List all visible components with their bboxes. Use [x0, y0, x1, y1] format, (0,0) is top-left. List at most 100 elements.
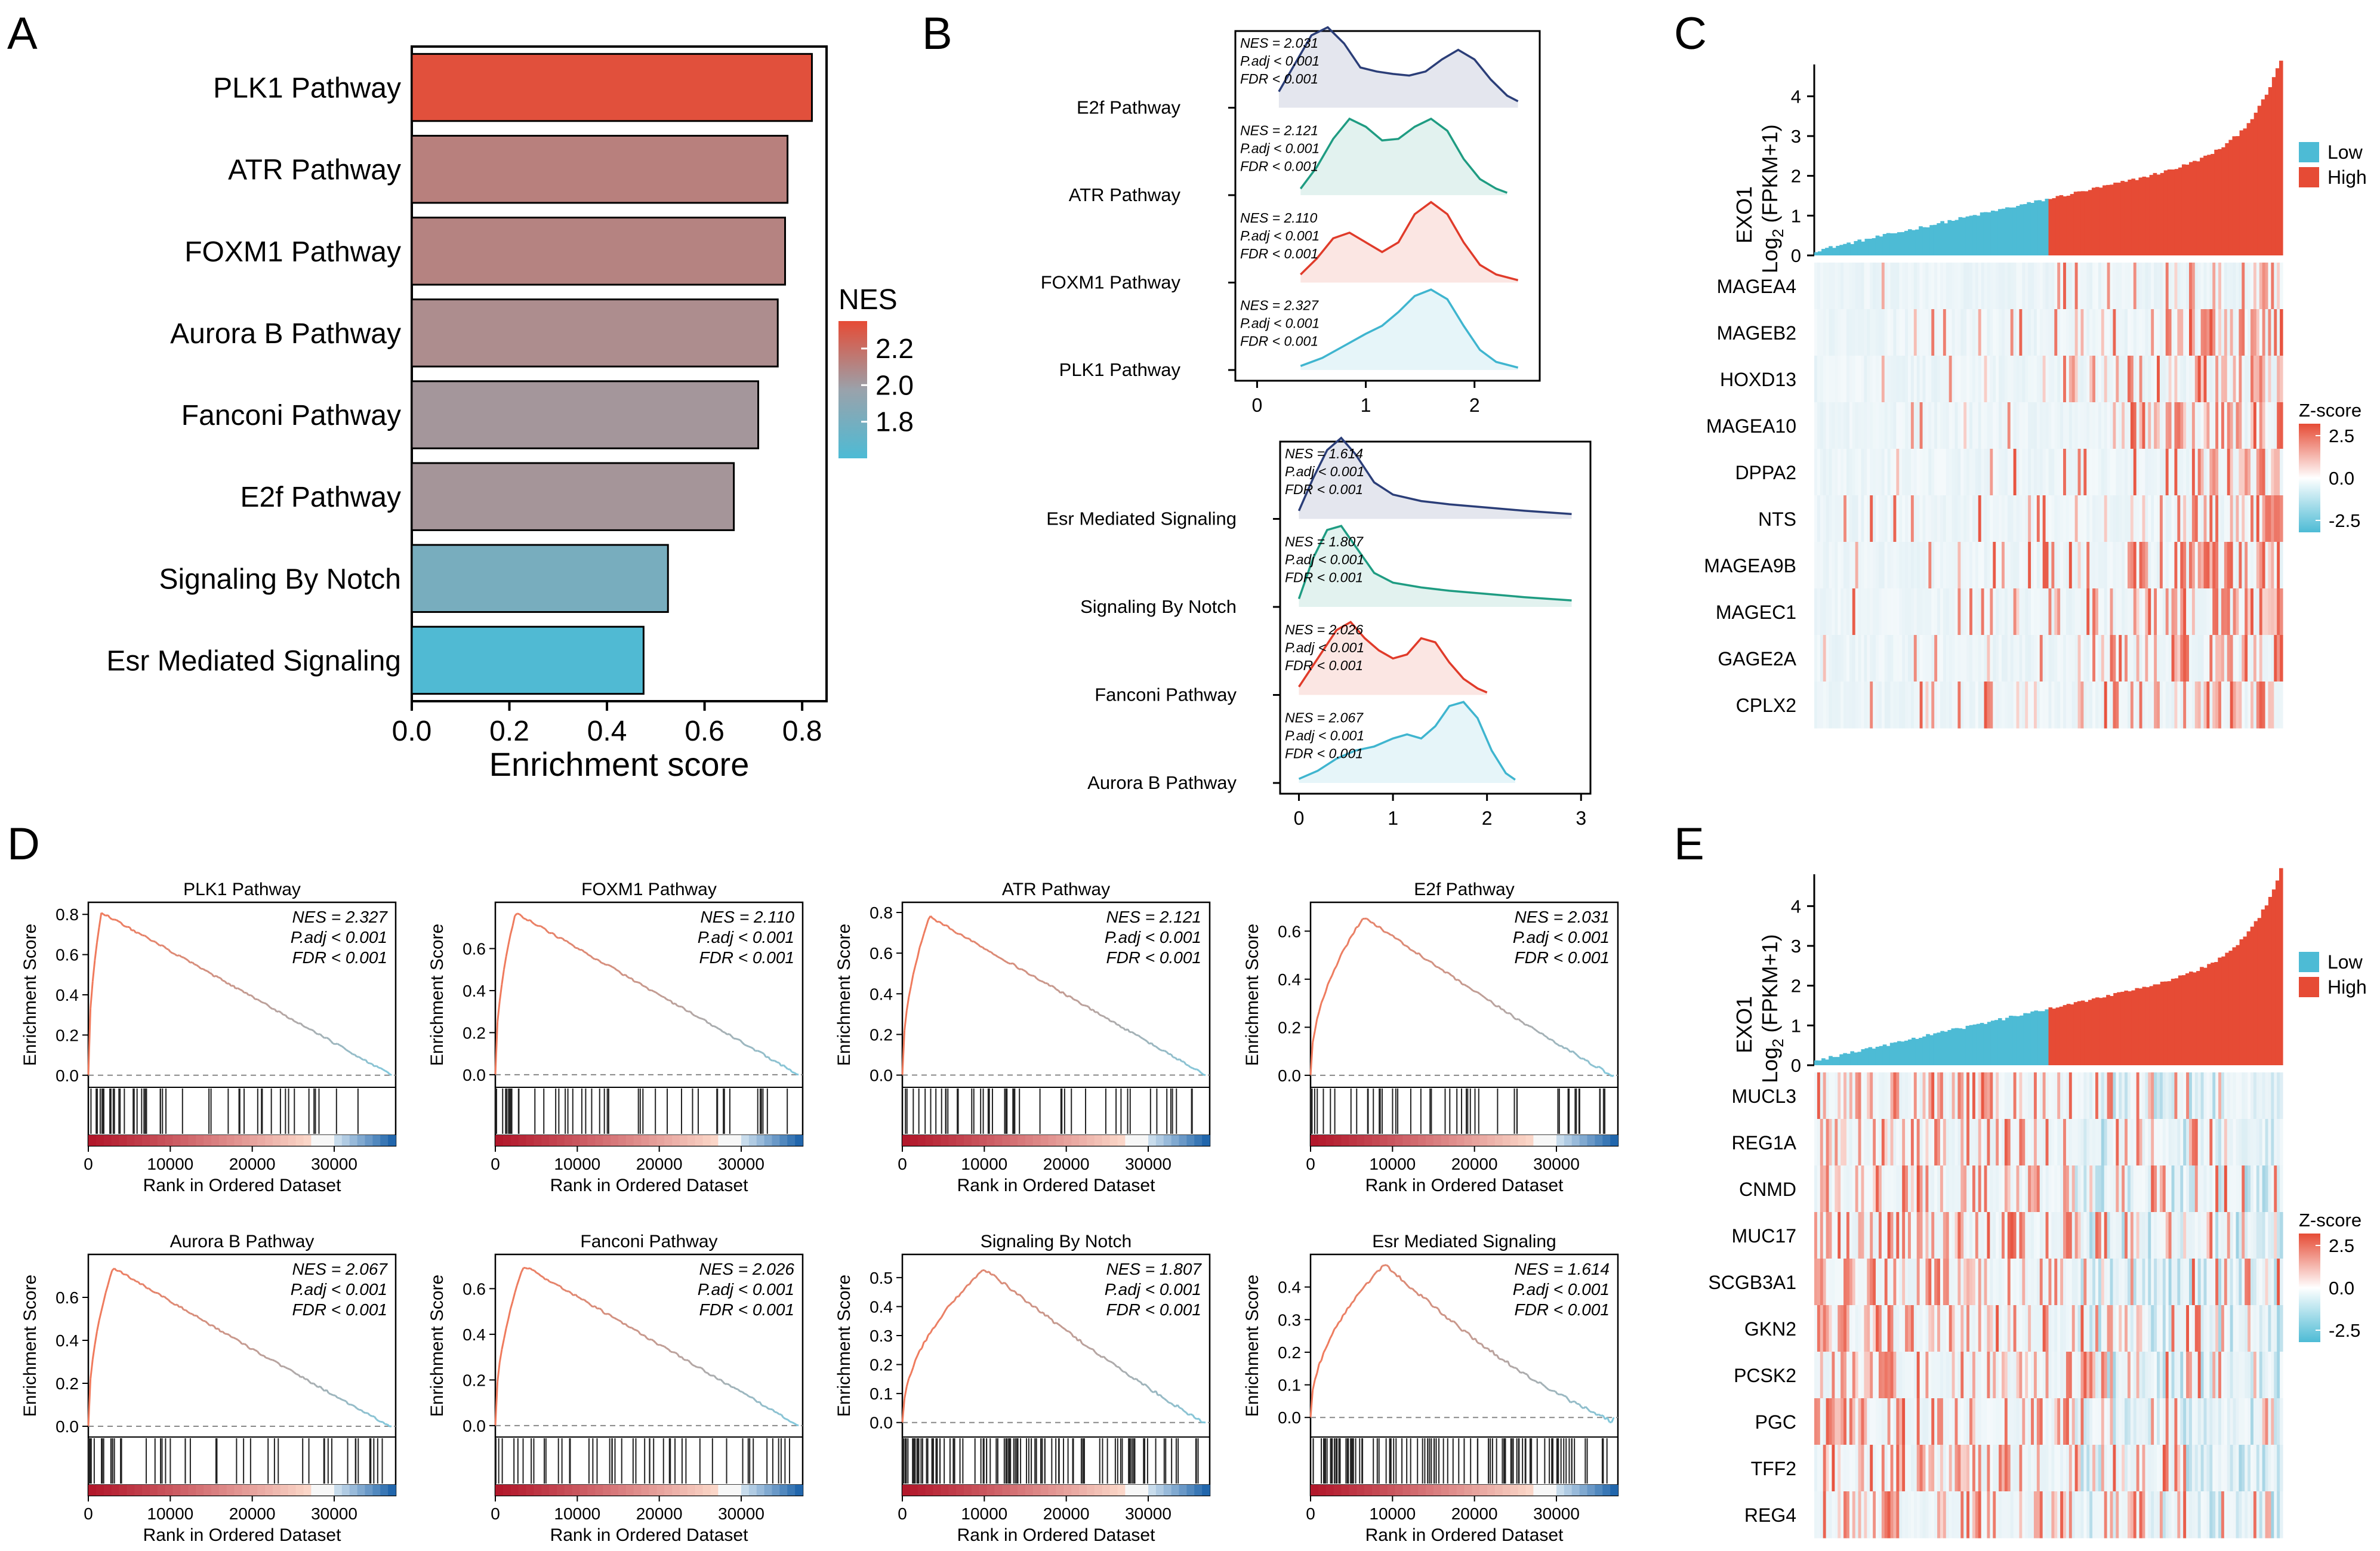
expr-bar-129: [2279, 868, 2283, 1065]
heatmap-cell: [1975, 263, 1979, 310]
heatmap-cell: [1928, 263, 1932, 310]
heatmap-cell: [1940, 1305, 1944, 1352]
heatmap-cell: [2060, 542, 2064, 589]
heatmap-cell: [1814, 1445, 1818, 1492]
heatmap-cell: [1996, 495, 1999, 542]
heatmap-cell: [2194, 1259, 2199, 1306]
heatmap-cell: [1858, 356, 1862, 403]
heatmap-cell: [1823, 1445, 1827, 1492]
es-curve-seg: [670, 1000, 674, 1005]
heatmap-cell: [1984, 402, 1988, 449]
heatmap-cell: [2165, 635, 2169, 682]
expr-bar-59: [2027, 202, 2031, 255]
heatmap-cell: [2194, 1352, 2199, 1399]
expr-bar-26: [1908, 229, 1912, 255]
es-curve-seg: [1373, 922, 1377, 927]
es-curve-seg: [685, 1010, 689, 1013]
heatmap-cell: [1934, 1445, 1938, 1492]
strip-cell: [280, 1135, 289, 1146]
expr-bar-64: [2045, 199, 2049, 255]
heatmap-cell: [2083, 1398, 2087, 1445]
es-curve-seg: [555, 936, 559, 939]
heatmap-cell: [2036, 588, 2040, 636]
heatmap-cell: [2212, 402, 2216, 449]
heatmap-cell: [2033, 588, 2037, 636]
heatmap-cell: [1843, 1352, 1847, 1399]
heatmap-cell: [1919, 1259, 1923, 1306]
heatmap-cell: [1861, 356, 1865, 403]
strip-cell: [1579, 1135, 1588, 1146]
heatmap-cell: [1919, 1305, 1923, 1352]
heatmap-cell: [1878, 309, 1882, 356]
heatmap-cell: [2031, 309, 2034, 356]
heatmap-cell: [1838, 356, 1841, 403]
heatmap-cell: [1910, 402, 1915, 449]
es-curve-seg: [319, 1033, 323, 1037]
heatmap-cell: [2209, 356, 2213, 403]
heatmap-cell: [1884, 635, 1888, 682]
heatmap-cell: [2104, 635, 2108, 682]
es-curve-seg: [651, 989, 654, 992]
heatmap-cell: [2274, 1259, 2277, 1306]
heatmap-cell: [1990, 263, 1993, 310]
es-curve-seg: [1051, 985, 1055, 988]
heatmap-cell: [1838, 1072, 1841, 1120]
heatmap-cell: [1855, 309, 1859, 356]
heatmap-cell: [2065, 309, 2070, 356]
expr-ytick-label-4: 4: [1791, 86, 1801, 107]
heatmap-cell: [2113, 1305, 2116, 1352]
expr-bar-63: [2041, 201, 2046, 255]
strip-cell: [265, 1135, 273, 1146]
heatmap-cell: [2013, 1259, 2017, 1306]
heatmap-cell: [2068, 1165, 2073, 1213]
heatmap-cell: [2224, 1119, 2228, 1166]
heatmap-cell: [2136, 449, 2140, 496]
heatmap-cell: [1916, 1259, 1920, 1306]
heatmap-cell: [2206, 1072, 2210, 1120]
heatmap-cell: [2265, 495, 2269, 542]
heatmap-cell: [1887, 495, 1891, 542]
heatmap-cell: [1966, 1491, 1970, 1538]
es-curve-seg: [369, 1414, 373, 1417]
es-curve-seg: [696, 1015, 700, 1019]
heatmap-cell: [2277, 1491, 2280, 1538]
strip-cell: [941, 1135, 949, 1146]
heatmap-cell: [2101, 588, 2105, 636]
heatmap-cell: [1972, 1072, 1976, 1120]
heatmap-cell: [1910, 1305, 1915, 1352]
heatmap-cell: [2162, 1259, 2166, 1306]
heatmap-cell: [1984, 1165, 1988, 1213]
heatmap-cell: [1937, 402, 1941, 449]
heatmap-cell: [1969, 309, 1973, 356]
heatmap-cell: [2271, 1398, 2274, 1445]
heatmap-cell: [2154, 1352, 2157, 1399]
heatmap-cell: [2265, 1212, 2269, 1259]
heatmap-cell: [1984, 1352, 1988, 1399]
heatmap-cell: [2063, 1212, 2067, 1259]
heatmap-cell: [2230, 402, 2234, 449]
heatmap-cell: [2080, 1165, 2084, 1213]
heatmap-cell: [2262, 1259, 2266, 1306]
heatmap-cell: [2236, 1119, 2240, 1166]
heatmap-cell: [2253, 263, 2257, 310]
expr-bar-7: [1839, 1054, 1843, 1065]
es-curve-seg: [1349, 935, 1353, 940]
heatmap-cell: [2142, 635, 2146, 682]
heatmap-cell: [1881, 1445, 1885, 1492]
es-curve-seg: [313, 1382, 317, 1386]
heatmap-cell: [1893, 1445, 1897, 1492]
heatmap-cell: [2060, 449, 2064, 496]
heatmap-cell: [1873, 1072, 1876, 1120]
heatmap-cell: [2215, 682, 2219, 729]
heatmap-cell: [1931, 1491, 1935, 1538]
heatmap-cell: [1931, 1352, 1935, 1399]
heatmap-cell: [1908, 682, 1912, 729]
es-curve-seg: [673, 1002, 676, 1005]
heatmap-cell: [1846, 1072, 1850, 1120]
heatmap-cell: [2054, 635, 2058, 682]
heatmap-cell: [1867, 449, 1870, 496]
es-curve-seg: [1008, 962, 1011, 965]
heatmap-cell: [2236, 1212, 2240, 1259]
heatmap-cell: [2060, 356, 2064, 403]
es-curve-seg: [590, 955, 594, 959]
